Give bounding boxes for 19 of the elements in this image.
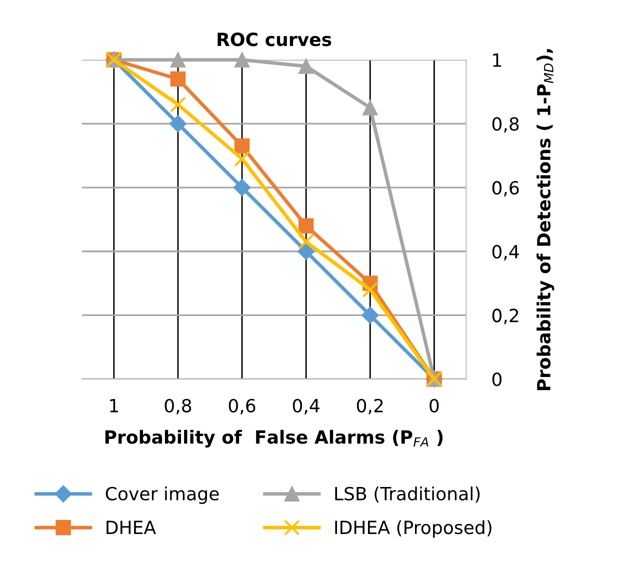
x-tick-label: 0,4 [292,398,320,414]
legend-label: LSB (Traditional) [335,486,480,503]
y-axis-title: Probability of Detections ( 1-P$_{MD}$), [536,49,554,390]
legend-label: IDHEA (Proposed) [335,520,492,538]
y-tick-label: 0 [492,372,502,386]
x-tick-label: 1 [110,399,118,412]
y-tick-label: 0,6 [492,180,519,196]
x-tick-label: 0 [430,398,439,412]
x-tick-label: 0,2 [356,398,383,414]
legend-label: Cover image [106,486,219,504]
chart-title: ROC curves [218,32,332,46]
y-tick-label: 0,2 [492,308,518,324]
y-tick-label: 1 [493,54,502,67]
legend-label: DHEA [106,520,156,534]
x-axis-title: Probability of False Alarms (P$_{FA}$ ) [105,430,443,448]
y-tick-label: 0,4 [492,244,519,260]
x-tick-label: 0,8 [164,398,192,414]
y-tick-label: 0,8 [492,117,519,133]
x-tick-label: 0,6 [228,398,256,414]
